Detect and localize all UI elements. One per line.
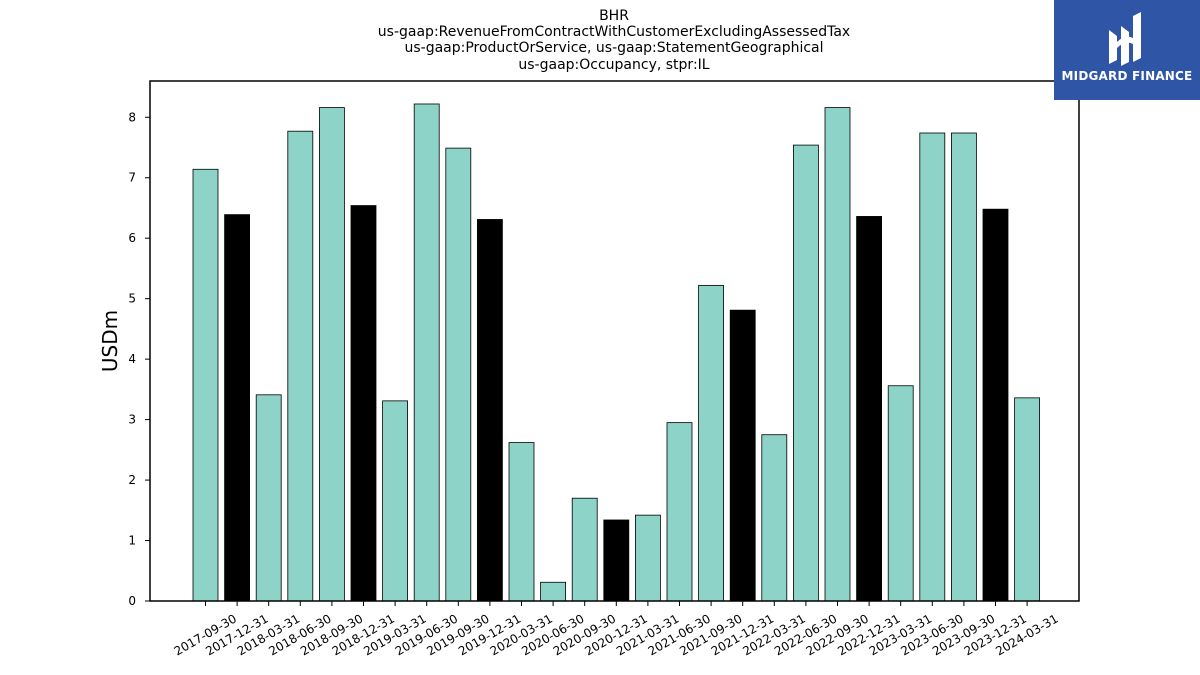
bar-2018-09-30	[318, 107, 345, 602]
y-tick-label: 1	[128, 534, 136, 548]
y-axis-ticks: 0 1 2 3 4 5 6 7 8	[128, 110, 150, 608]
bar-2021-06-30	[666, 422, 693, 602]
x-axis-ticks: 2017-09-302017-12-312018-03-312018-06-30…	[172, 601, 1061, 658]
y-tick-label: 2	[128, 473, 136, 487]
bar-2019-03-31	[382, 400, 409, 602]
bar-2017-09-30	[192, 168, 219, 602]
y-tick-label: 5	[128, 292, 136, 306]
brand-logo: MIDGARD FINANCE	[1054, 0, 1200, 100]
bar-2019-06-30	[413, 103, 440, 602]
y-tick-label: 7	[128, 171, 136, 185]
y-tick-label: 8	[128, 110, 136, 124]
title-line-1: BHR	[599, 8, 629, 24]
bar-2021-09-30	[698, 284, 724, 602]
y-tick-label: 0	[128, 594, 136, 608]
bar-2021-12-31	[729, 309, 756, 602]
bar-2023-03-31	[887, 385, 914, 602]
bar-2023-06-30	[919, 132, 946, 602]
bar-2020-06-30	[540, 581, 566, 602]
chart-title: BHR us-gaap:RevenueFromContractWithCusto…	[378, 8, 850, 73]
bar-2019-12-31	[476, 219, 503, 602]
title-line-3: us-gaap:ProductOrService, us-gaap:Statem…	[404, 40, 823, 56]
bar-2022-06-30	[793, 144, 819, 602]
bar-2021-03-31	[635, 514, 661, 602]
bar-2019-09-30	[445, 147, 472, 602]
midgard-logo-icon	[1109, 12, 1141, 66]
bar-2020-12-31	[603, 519, 630, 602]
bar-2020-09-30	[571, 497, 598, 602]
bar-2017-12-31	[224, 214, 251, 602]
bars-group	[192, 103, 1040, 602]
bar-2023-09-30	[951, 132, 977, 602]
plot-frame	[149, 80, 1080, 602]
y-tick-label: 3	[128, 413, 136, 427]
bar-2020-03-31	[508, 442, 535, 602]
bar-2023-12-31	[982, 208, 1009, 602]
bar-2018-03-31	[255, 394, 282, 602]
bar-2018-12-31	[350, 205, 377, 602]
bar-2018-06-30	[287, 130, 314, 602]
title-line-2: us-gaap:RevenueFromContractWithCustomerE…	[378, 24, 850, 40]
bar-2022-03-31	[761, 434, 788, 602]
title-line-4: us-gaap:Occupancy, stpr:IL	[518, 57, 709, 73]
y-tick-label: 4	[128, 352, 136, 366]
logo-text: MIDGARD FINANCE	[1061, 69, 1193, 83]
bar-2022-12-31	[856, 216, 882, 602]
y-axis-label: USDm	[98, 310, 122, 372]
y-tick-label: 6	[128, 231, 136, 245]
bar-2024-03-31	[1014, 397, 1040, 602]
bar-2022-09-30	[824, 107, 851, 602]
